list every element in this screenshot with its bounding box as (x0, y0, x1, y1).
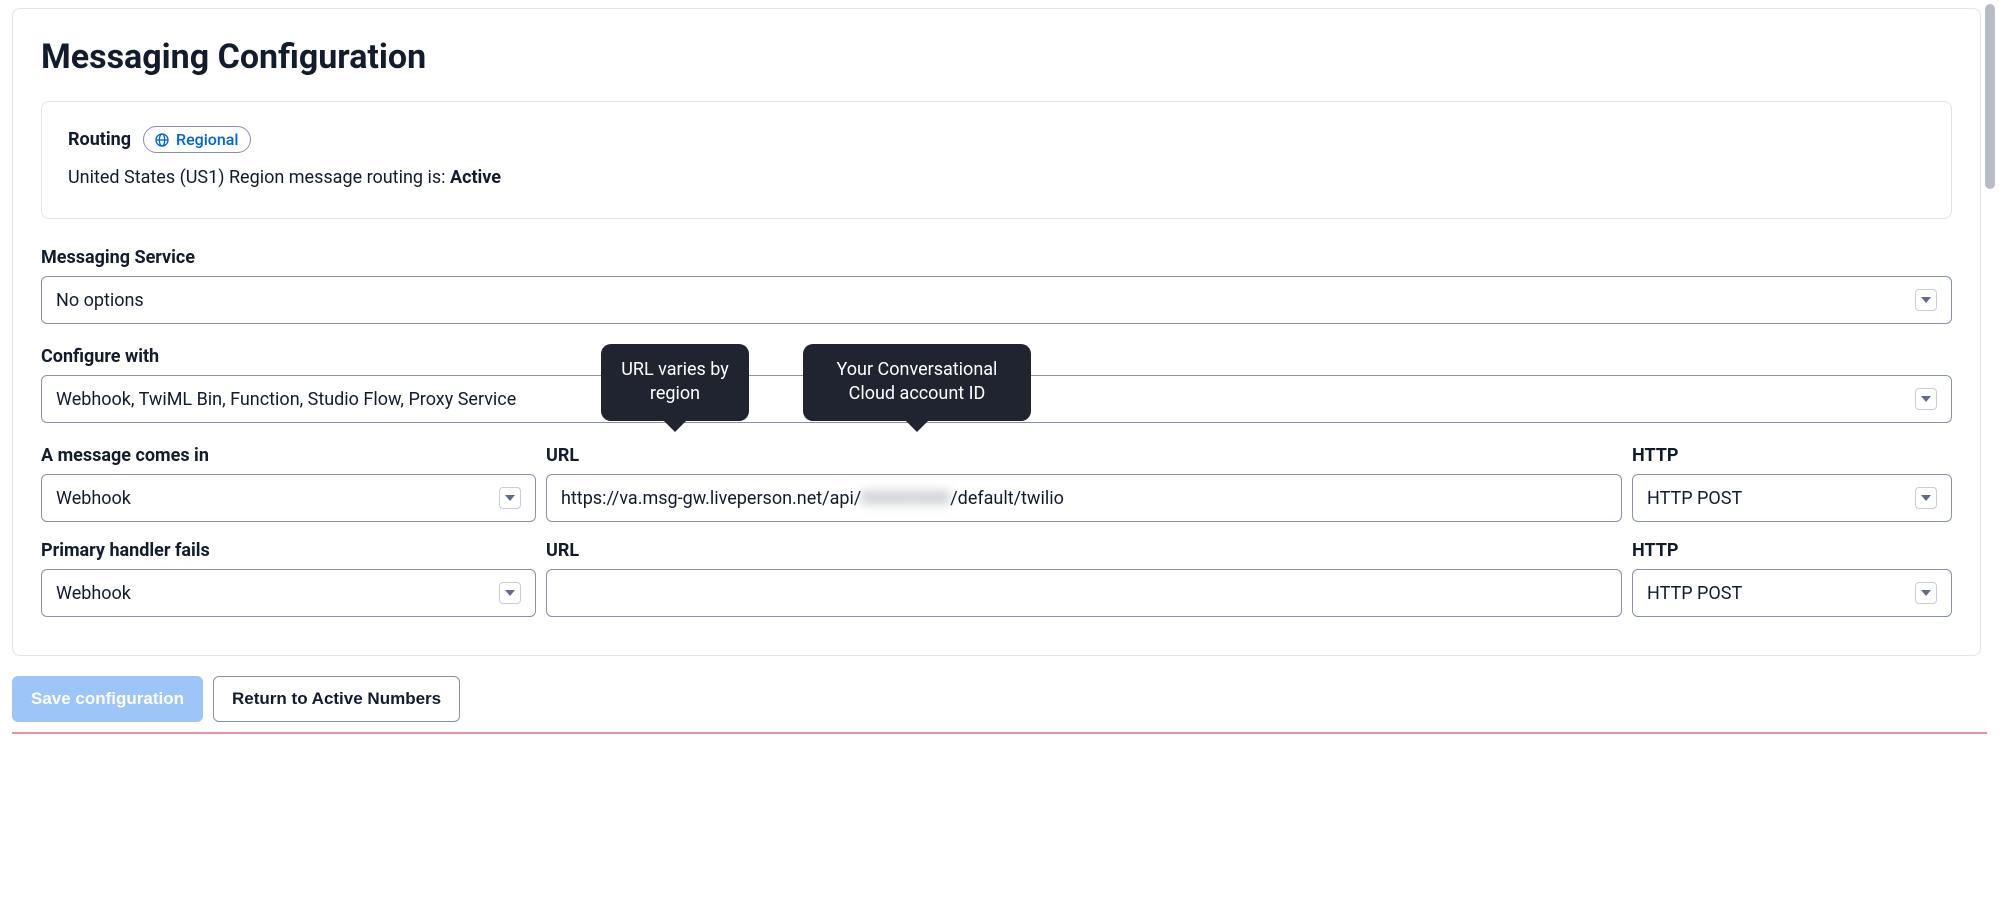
regional-badge[interactable]: Regional (143, 126, 251, 153)
messaging-service-select[interactable]: No options (41, 276, 1952, 324)
incoming-http-col: HTTP HTTP POST (1632, 445, 1952, 522)
tooltip-arrow-icon (906, 421, 928, 432)
tooltip-region-text: URL varies by region (621, 359, 729, 404)
fallback-url-input[interactable] (546, 569, 1622, 617)
chevron-down-icon (1915, 582, 1937, 604)
routing-box: Routing Regional United States (US1) Reg… (41, 101, 1952, 219)
fallback-http-col: HTTP HTTP POST (1632, 540, 1952, 617)
messaging-service-value: No options (56, 290, 144, 311)
accent-divider (12, 732, 1987, 734)
incoming-url-col: URL https://va.msg-gw.liveperson.net/api… (546, 445, 1622, 522)
tooltip-account-text: Your Conversational Cloud account ID (837, 359, 998, 404)
config-panel: Messaging Configuration Routing Regional… (12, 8, 1981, 656)
page-title: Messaging Configuration (41, 37, 1952, 77)
chevron-down-icon (499, 582, 521, 604)
incoming-handler-value: Webhook (56, 488, 131, 509)
routing-status-prefix: United States (US1) Region message routi… (68, 167, 450, 188)
routing-header-row: Routing Regional (68, 126, 1925, 153)
fallback-handler-col: Primary handler fails Webhook (41, 540, 536, 617)
incoming-url-input[interactable]: https://va.msg-gw.liveperson.net/api/000… (546, 474, 1622, 522)
messaging-service-label: Messaging Service (41, 247, 1952, 268)
messaging-service-field: Messaging Service No options (41, 247, 1952, 324)
chevron-down-icon (499, 487, 521, 509)
fallback-url-label: URL (546, 540, 1622, 561)
incoming-handler-select[interactable]: Webhook (41, 474, 536, 522)
incoming-label: A message comes in (41, 445, 536, 466)
scrollbar-thumb[interactable] (1985, 4, 1995, 189)
fallback-http-select[interactable]: HTTP POST (1632, 569, 1952, 617)
incoming-http-value: HTTP POST (1647, 488, 1742, 509)
incoming-row: A message comes in Webhook URL https://v… (41, 445, 1952, 522)
footer-buttons: Save configuration Return to Active Numb… (0, 656, 1999, 732)
fallback-handler-select[interactable]: Webhook (41, 569, 536, 617)
tooltip-account: Your Conversational Cloud account ID (803, 344, 1031, 421)
incoming-url-suffix: /default/twilio (950, 488, 1064, 509)
chevron-down-icon (1915, 388, 1937, 410)
incoming-url-label: URL (546, 445, 1622, 466)
fallback-handler-value: Webhook (56, 583, 131, 604)
fallback-http-value: HTTP POST (1647, 583, 1742, 604)
configure-with-value: Webhook, TwiML Bin, Function, Studio Flo… (56, 389, 516, 410)
scrollbar[interactable] (1985, 4, 1997, 254)
routing-status: United States (US1) Region message routi… (68, 167, 1925, 188)
chevron-down-icon (1915, 289, 1937, 311)
incoming-http-label: HTTP (1632, 445, 1952, 466)
tooltip-region: URL varies by region (601, 344, 749, 421)
globe-icon (154, 132, 170, 148)
fallback-url-col: URL (546, 540, 1622, 617)
fallback-label: Primary handler fails (41, 540, 536, 561)
incoming-handler-col: A message comes in Webhook (41, 445, 536, 522)
routing-status-value: Active (450, 167, 501, 188)
tooltip-arrow-icon (664, 421, 686, 432)
routing-label: Routing (68, 129, 131, 150)
incoming-url-obscured: 00000000 (861, 488, 950, 509)
return-button[interactable]: Return to Active Numbers (213, 676, 460, 722)
fallback-row: Primary handler fails Webhook URL HTTP H… (41, 540, 1952, 617)
chevron-down-icon (1915, 487, 1937, 509)
fallback-http-label: HTTP (1632, 540, 1952, 561)
incoming-http-select[interactable]: HTTP POST (1632, 474, 1952, 522)
incoming-url-prefix: https://va.msg-gw.liveperson.net/api/ (561, 488, 861, 509)
regional-badge-label: Regional (176, 130, 238, 149)
save-button[interactable]: Save configuration (12, 676, 203, 722)
